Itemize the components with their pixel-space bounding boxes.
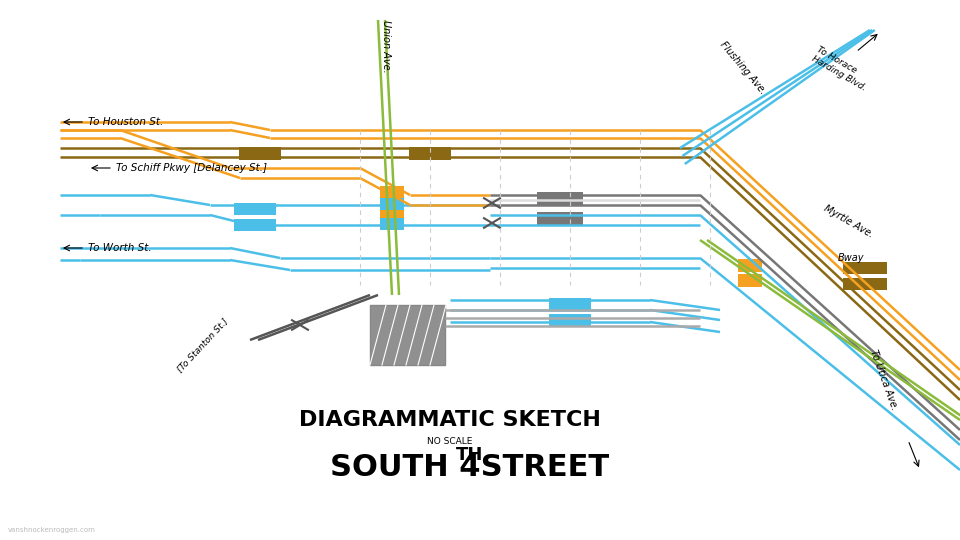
Text: Myrtle Ave.: Myrtle Ave. bbox=[822, 204, 875, 240]
Bar bbox=[738, 259, 762, 272]
Text: SOUTH 4: SOUTH 4 bbox=[330, 453, 481, 482]
Bar bbox=[537, 212, 583, 225]
Bar bbox=[549, 298, 591, 310]
Text: To Utica Ave.: To Utica Ave. bbox=[868, 348, 900, 411]
Text: NO SCALE: NO SCALE bbox=[427, 437, 472, 446]
Bar bbox=[537, 192, 583, 205]
Bar bbox=[843, 278, 887, 290]
Bar bbox=[380, 198, 404, 210]
Bar bbox=[380, 186, 404, 198]
Text: Flushing Ave.: Flushing Ave. bbox=[718, 40, 768, 96]
Bar bbox=[843, 262, 887, 274]
Text: TH: TH bbox=[456, 446, 484, 464]
Text: STREET: STREET bbox=[470, 453, 610, 482]
Bar bbox=[738, 273, 762, 287]
Bar bbox=[239, 146, 281, 159]
Text: To Schiff Pkwy [Delancey St.]: To Schiff Pkwy [Delancey St.] bbox=[116, 163, 267, 173]
Text: To Worth St.: To Worth St. bbox=[88, 243, 152, 253]
Text: Union Ave.: Union Ave. bbox=[381, 20, 391, 73]
Bar bbox=[370, 305, 445, 365]
Text: Bway: Bway bbox=[838, 253, 865, 263]
Text: [To Stanton St.]: [To Stanton St.] bbox=[175, 316, 229, 374]
Bar bbox=[409, 146, 451, 159]
Bar bbox=[234, 219, 276, 231]
Bar bbox=[234, 203, 276, 215]
Text: To Houston St.: To Houston St. bbox=[88, 117, 163, 127]
Text: vanshnockenroggen.com: vanshnockenroggen.com bbox=[8, 527, 96, 533]
Text: DIAGRAMMATIC SKETCH: DIAGRAMMATIC SKETCH bbox=[300, 410, 601, 430]
Bar bbox=[380, 207, 404, 219]
Bar bbox=[549, 314, 591, 326]
Bar bbox=[380, 218, 404, 230]
Text: To Horace
Harding Blvd.: To Horace Harding Blvd. bbox=[810, 45, 873, 92]
